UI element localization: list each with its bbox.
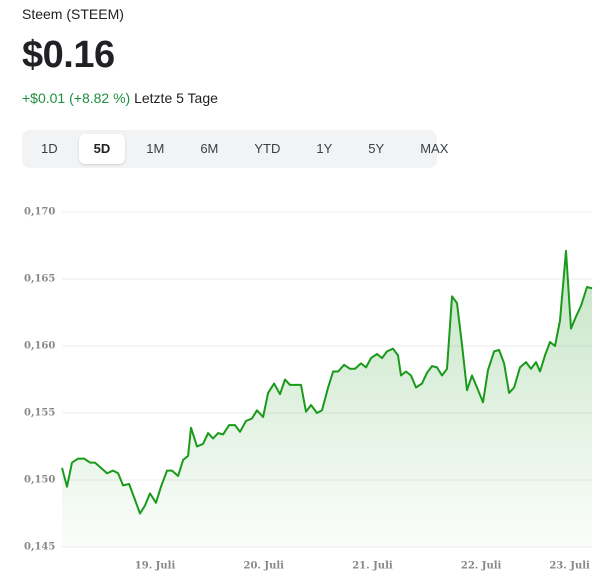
x-tick-label: 21. Juli (352, 561, 393, 572)
range-tab[interactable]: YTD (254, 141, 281, 156)
x-tick-label: 23. Juli (549, 561, 590, 572)
y-tick-label: 0,170 (24, 207, 55, 218)
y-tick-label: 0,160 (24, 341, 55, 352)
period: Letzte 5 Tage (134, 90, 218, 106)
range-tabs: 1D 5D 1M 6M YTD 1Y 5Y MAX (22, 130, 448, 168)
range-tab[interactable]: 1M (146, 141, 165, 156)
x-tick-label: 22. Juli (461, 561, 502, 572)
range-tab[interactable]: 1D (41, 141, 58, 156)
chart: 0,145 0,150 0,155 0,160 0,165 0,170 19. Juli 20… (24, 207, 593, 572)
range-tab[interactable]: 1Y (316, 141, 333, 156)
y-tick-label: 0,145 (24, 542, 55, 553)
change: +$0.01 (22, 90, 66, 106)
y-tick-label: 0,155 (24, 408, 55, 419)
range-tab[interactable]: 5Y (368, 141, 385, 156)
change-pct: (+8.82 %) (69, 90, 131, 106)
area (62, 250, 592, 547)
range-tab[interactable]: 6M (200, 141, 219, 156)
price: $0.16 (22, 34, 115, 76)
range-tab[interactable]: MAX (420, 141, 449, 156)
y-tick-label: 0,150 (24, 475, 55, 486)
range-tab[interactable]: 5D (78, 134, 126, 164)
x-tick-label: 19. Juli (135, 561, 176, 572)
asset-name: Steem (STEEM) (22, 6, 124, 22)
change-row: +$0.01 (+8.82 %) Letzte 5 Tage (22, 90, 218, 106)
price-line (61, 249, 593, 515)
x-tick-label: 20. Juli (243, 561, 284, 572)
y-tick-label: 0,165 (24, 274, 55, 285)
